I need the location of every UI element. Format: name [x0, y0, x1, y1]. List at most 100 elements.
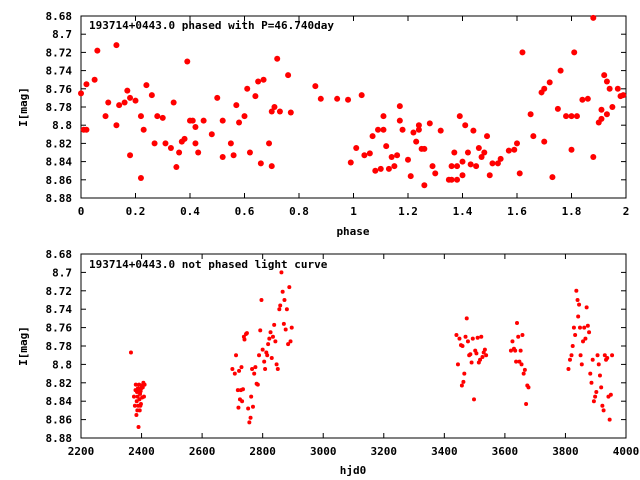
data-point	[273, 339, 278, 344]
data-point	[514, 140, 520, 147]
data-point	[385, 165, 392, 172]
data-point	[133, 382, 138, 387]
y-axis-label: I[mag]	[17, 87, 30, 127]
data-point	[455, 362, 460, 367]
data-point	[383, 143, 390, 150]
y-tick-label: 8.68	[46, 248, 73, 261]
data-point	[464, 316, 469, 321]
data-point	[279, 270, 284, 275]
data-point	[269, 355, 274, 360]
y-axis-ticks: 8.68 8.7 8.72 8.74 8.76 8.78 8.8 8.82 8.84 8.86 8.…	[46, 248, 626, 445]
data-point	[597, 373, 602, 378]
data-point	[598, 115, 605, 122]
x-tick-label: 4000	[613, 445, 640, 458]
data-point	[457, 336, 462, 341]
y-tick-label: 8.86	[46, 414, 73, 427]
data-point	[317, 95, 324, 102]
data-point	[511, 146, 518, 153]
data-point	[278, 303, 283, 308]
data-point	[478, 154, 485, 161]
data-point	[105, 99, 112, 106]
data-point	[475, 144, 482, 151]
chart-title: 193714+0443.0 not phased light curve	[89, 258, 328, 271]
data-point	[456, 113, 463, 120]
x-tick-label: 0.6	[235, 205, 255, 218]
y-tick-label: 8.76	[46, 83, 73, 96]
data-point	[516, 170, 523, 177]
data-point	[481, 149, 488, 156]
x-tick-label: 3400	[431, 445, 458, 458]
data-point	[505, 147, 512, 154]
y-tick-label: 8.84	[46, 156, 73, 169]
data-point	[248, 415, 253, 420]
data-point	[137, 113, 144, 120]
data-point	[575, 298, 580, 302]
x-axis-label: hjd0	[340, 464, 367, 477]
y-tick-label: 8.76	[46, 322, 73, 335]
data-point	[167, 144, 174, 151]
data-point	[429, 163, 436, 170]
data-point	[518, 348, 523, 353]
data-point	[557, 67, 564, 74]
x-tick-label: 2	[623, 205, 630, 218]
data-point	[571, 49, 578, 56]
data-point	[598, 106, 605, 113]
data-point	[426, 120, 433, 127]
data-point	[432, 170, 439, 177]
y-tick-label: 8.88	[46, 192, 73, 205]
y-tick-label: 8.72	[46, 46, 73, 59]
data-point	[83, 126, 90, 133]
data-point	[497, 155, 504, 162]
data-point	[584, 95, 591, 102]
data-point	[524, 401, 529, 406]
data-point	[170, 99, 177, 106]
data-point	[600, 403, 605, 408]
data-point	[459, 172, 466, 179]
data-point	[451, 149, 458, 156]
data-point	[470, 336, 475, 341]
data-point	[287, 285, 292, 290]
data-point	[232, 371, 237, 376]
data-point	[116, 102, 123, 109]
data-point	[541, 138, 548, 145]
y-tick-label: 8.78	[46, 101, 73, 114]
data-point	[244, 85, 251, 92]
data-point	[270, 334, 275, 339]
data-point	[413, 138, 420, 145]
data-point	[568, 113, 575, 120]
data-point	[358, 92, 365, 99]
data-point	[263, 367, 268, 371]
data-point	[508, 348, 513, 353]
data-point	[603, 78, 610, 85]
data-point	[563, 113, 570, 120]
data-point	[513, 348, 518, 353]
data-point	[582, 325, 587, 330]
data-point	[369, 133, 376, 140]
data-point	[521, 371, 526, 376]
data-point	[437, 127, 444, 134]
data-point	[590, 357, 595, 362]
data-point	[605, 355, 610, 360]
x-tick-label: 2600	[189, 445, 216, 458]
data-point	[235, 388, 240, 393]
data-point	[554, 105, 561, 112]
data-point	[602, 353, 607, 358]
data-point	[281, 321, 286, 326]
data-point	[519, 49, 526, 56]
data-point	[255, 78, 262, 85]
x-tick-label: 2800	[249, 445, 276, 458]
data-point	[494, 160, 501, 167]
y-axis-label: I[mag]	[17, 326, 30, 366]
data-point	[132, 97, 139, 104]
x-tick-label: 1.8	[562, 205, 582, 218]
data-point	[415, 122, 422, 129]
x-tick-label: 1.6	[507, 205, 527, 218]
data-point	[148, 92, 155, 99]
data-point	[454, 332, 459, 337]
unphased-light-curve-panel: 193714+0443.0 not phased light curve I[m…	[17, 248, 639, 477]
data-point	[514, 359, 519, 364]
data-point	[195, 149, 202, 156]
data-point	[262, 359, 267, 364]
data-point	[192, 140, 199, 147]
